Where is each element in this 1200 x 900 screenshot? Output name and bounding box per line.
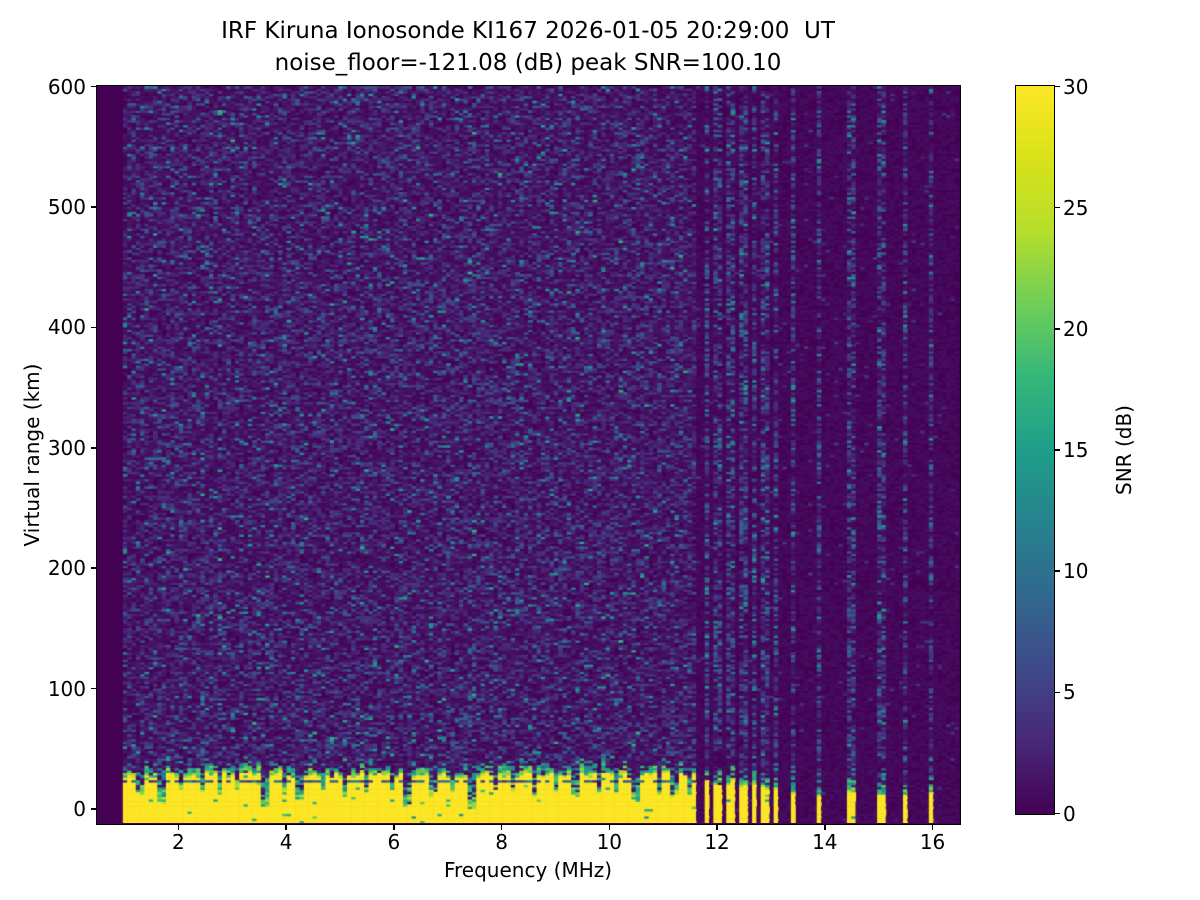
colorbar-tick [1055,328,1060,330]
y-tick [91,326,96,329]
plot-axes [96,85,961,825]
ionogram-heatmap-canvas [97,86,959,823]
x-tick-label: 8 [495,830,508,854]
y-tick-label: 400 [47,315,86,340]
y-tick [91,808,96,810]
x-tick [285,825,287,830]
chart-title: IRF Kiruna Ionosonde KI167 2026-01-05 20… [221,18,835,44]
x-tick-label: 6 [387,830,401,854]
x-tick-label: 14 [812,830,838,854]
x-tick-label: 16 [919,830,946,854]
x-tick [608,825,611,830]
y-tick [91,206,96,208]
x-tick-label: 2 [171,830,185,854]
x-tick-label: 10 [596,830,623,854]
chart-subtitle: noise_floor=-121.08 (dB) peak SNR=100.10 [274,50,782,76]
x-axis-label: Frequency (MHz) [443,858,613,882]
y-tick-label: 600 [47,74,86,99]
x-tick [500,825,503,830]
colorbar-tick-label: 20 [1063,316,1089,341]
colorbar-tick [1055,812,1060,815]
colorbar-tick [1055,206,1060,209]
colorbar [1015,85,1055,815]
x-tick [393,825,395,830]
x-tick-label: 4 [279,830,293,854]
colorbar-tick-label: 0 [1063,801,1076,826]
y-tick-label: 500 [47,194,86,219]
colorbar-tick-label: 30 [1063,74,1089,99]
y-tick [91,447,96,449]
colorbar-tick [1055,449,1060,451]
colorbar-tick [1055,570,1060,572]
y-tick-label: 200 [47,556,86,581]
x-tick [931,825,934,830]
y-tick-label: 300 [47,435,86,460]
y-tick [91,85,96,88]
y-tick [91,687,96,690]
y-tick-label: 0 [73,797,86,822]
y-tick-label: 100 [47,676,86,701]
x-tick [824,825,826,830]
colorbar-tick [1055,691,1060,694]
colorbar-label: SNR (dB) [1112,405,1136,495]
colorbar-tick [1055,85,1060,88]
x-tick [716,825,718,830]
colorbar-tick-label: 10 [1063,559,1089,584]
colorbar-gradient [1016,86,1054,814]
x-tick [177,825,180,830]
y-tick [91,567,96,569]
x-tick-label: 12 [704,830,730,854]
colorbar-tick-label: 25 [1063,195,1089,220]
colorbar-tick-label: 15 [1063,438,1089,462]
colorbar-tick-label: 5 [1063,680,1076,705]
